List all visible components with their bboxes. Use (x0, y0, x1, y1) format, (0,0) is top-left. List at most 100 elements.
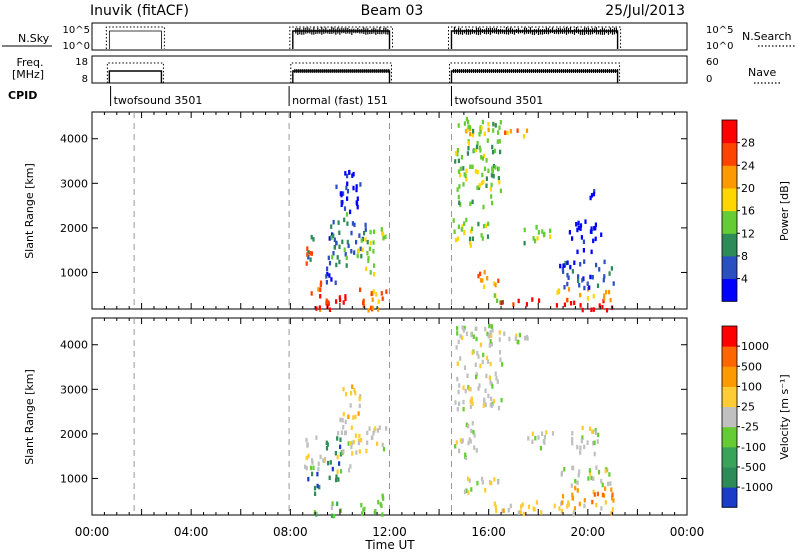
range-gate-cell (502, 508, 505, 513)
range-gate-cell (588, 426, 592, 431)
range-gate-cell (325, 301, 328, 306)
range-gate-cell (336, 454, 339, 460)
x-tick-label: 08:00 (273, 525, 308, 539)
range-gate-cell (318, 305, 321, 310)
range-gate-cell (361, 247, 364, 252)
range-gate-cell (345, 263, 348, 268)
range-gate-cell (561, 500, 564, 505)
range-gate-cell (486, 276, 489, 281)
range-gate-cell (335, 184, 338, 190)
range-gate-cell (368, 426, 371, 431)
range-gate-cell (598, 303, 601, 308)
range-gate-cell (312, 465, 315, 471)
range-gate-cell (463, 229, 466, 235)
range-gate-cell (350, 444, 353, 450)
range-gate-cell (340, 430, 343, 435)
range-gate-cell (463, 365, 467, 370)
range-gate-cell (584, 219, 587, 224)
range-gate-cell (574, 478, 577, 484)
range-gate-cell (576, 480, 579, 486)
range-gate-cell (305, 465, 308, 471)
range-gate-cell (489, 361, 492, 367)
range-gate-cell (581, 307, 584, 313)
range-gate-cell (326, 271, 329, 277)
range-gate-cell (485, 373, 488, 379)
range-gate-cell (336, 255, 339, 260)
range-gate-cell (366, 430, 369, 436)
range-gate-cell (336, 469, 339, 474)
freq-right-tick-bottom: 0 (706, 74, 712, 85)
range-gate-cell (560, 501, 563, 506)
range-gate-cell (465, 455, 468, 461)
range-gate-cell (335, 474, 338, 479)
range-gate-cell (332, 233, 335, 238)
range-gate-cell (468, 125, 472, 130)
range-gate-cell (485, 223, 488, 228)
range-gate-cell (466, 373, 469, 378)
range-gate-cell (346, 221, 349, 226)
range-gate-cell (355, 200, 358, 205)
range-gate-cell (317, 461, 320, 466)
range-gate-cell (469, 164, 472, 169)
range-gate-cell (306, 252, 309, 257)
range-gate-cell (484, 326, 487, 332)
freq-right-label: Nave (748, 66, 776, 79)
colorbar-tick-label: 25 (741, 401, 755, 414)
colorbar-tick-label: 8 (741, 250, 748, 263)
range-gate-cell (339, 297, 342, 303)
range-gate-cell (338, 244, 341, 250)
cpid-mode-label: twofsound 3501 (454, 94, 543, 107)
range-gate-cell (488, 480, 492, 485)
range-gate-cell (485, 183, 488, 188)
range-gate-cell (325, 440, 328, 446)
range-gate-cell (608, 271, 611, 276)
range-gate-cell (591, 275, 594, 280)
colorbar-swatch (722, 210, 737, 234)
range-gate-cell (349, 441, 352, 446)
range-gate-cell (463, 121, 466, 126)
range-gate-cell (600, 232, 603, 237)
range-gate-cell (484, 488, 487, 493)
range-gate-cell (496, 298, 499, 303)
range-gate-cell (471, 401, 474, 406)
range-gate-cell (525, 335, 528, 340)
range-gate-cell (509, 503, 512, 509)
range-gate-cell (595, 430, 598, 435)
range-gate-cell (592, 476, 595, 481)
y-tick-label: 3000 (60, 177, 88, 190)
range-gate-cell (592, 489, 595, 495)
range-gate-cell (537, 230, 540, 235)
range-gate-cell (347, 441, 350, 446)
range-gate-cell (318, 484, 321, 490)
range-gate-cell (333, 245, 336, 250)
range-gate-cell (522, 511, 525, 517)
range-gate-cell (456, 331, 459, 336)
range-gate-cell (369, 305, 373, 311)
range-gate-cell (486, 359, 490, 364)
range-gate-cell (327, 300, 330, 305)
range-gate-cell (377, 307, 380, 312)
range-gate-cell (456, 236, 460, 241)
range-gate-cell (475, 336, 478, 342)
range-gate-cell (456, 376, 459, 382)
range-gate-cell (579, 292, 582, 298)
range-gate-cell (345, 255, 348, 261)
range-gate-cell (571, 236, 574, 241)
range-gate-cell (491, 144, 494, 150)
power-panel: Slant Range [km] 1000 2000 3000 4000 28 24 20… (23, 111, 791, 313)
range-gate-cell (454, 159, 457, 164)
range-gate-cell (492, 128, 495, 133)
range-gate-cell (573, 260, 576, 265)
range-gate-cell (341, 200, 344, 205)
range-gate-cell (486, 331, 489, 337)
range-gate-cell (342, 412, 345, 417)
range-gate-cell (339, 417, 342, 423)
range-gate-cell (346, 173, 349, 179)
range-gate-cell (330, 277, 333, 282)
range-gate-cell (352, 415, 355, 420)
range-gate-cell (341, 239, 344, 245)
range-gate-cell (464, 173, 467, 178)
range-gate-cell (514, 336, 517, 341)
range-gate-cell (477, 273, 480, 279)
